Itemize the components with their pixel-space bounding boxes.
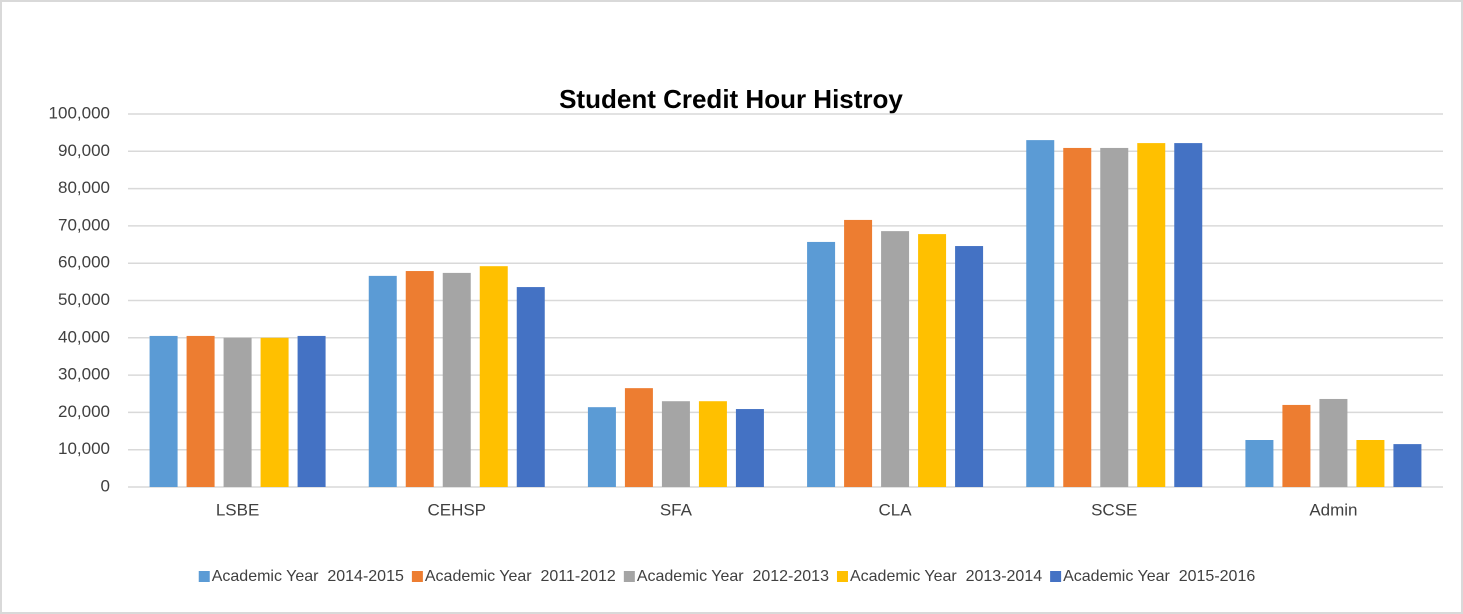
legend-swatch xyxy=(836,571,848,582)
legend-swatch xyxy=(411,571,423,582)
bar xyxy=(297,335,326,487)
bar xyxy=(479,266,508,487)
bar xyxy=(1356,440,1385,487)
bar xyxy=(1063,147,1092,487)
y-tick-label: 70,000 xyxy=(58,215,110,234)
y-tick-label: 30,000 xyxy=(58,365,110,384)
y-tick-label: 100,000 xyxy=(49,103,110,122)
bar xyxy=(918,234,947,487)
bar xyxy=(368,275,397,487)
y-tick-label: 0 xyxy=(101,476,110,495)
legend-label: Academic Year 2014-2015 xyxy=(212,568,404,585)
x-tick-label: SCSE xyxy=(1091,500,1137,519)
x-tick-label: CLA xyxy=(879,500,913,519)
bar xyxy=(698,401,727,487)
bar xyxy=(1393,444,1422,487)
bar xyxy=(186,335,215,487)
x-tick-label: CEHSP xyxy=(427,500,486,519)
bar xyxy=(1026,140,1055,488)
y-tick-label: 10,000 xyxy=(58,439,110,458)
chart-title: Student Credit Hour Histroy xyxy=(559,84,903,114)
bar xyxy=(1137,143,1166,487)
y-tick-label: 40,000 xyxy=(58,327,110,346)
legend-swatch xyxy=(623,571,635,582)
bar xyxy=(624,388,653,487)
legend-swatch xyxy=(1050,571,1062,582)
bar xyxy=(516,287,545,487)
bar xyxy=(661,401,690,487)
y-tick-label: 60,000 xyxy=(58,253,110,272)
bar xyxy=(405,271,434,487)
legend-label: Academic Year 2013-2014 xyxy=(850,568,1042,585)
legend-label: Academic Year 2012-2013 xyxy=(637,568,829,585)
y-tick-label: 50,000 xyxy=(58,290,110,309)
legend-label: Academic Year 2011-2012 xyxy=(425,568,616,585)
bar xyxy=(955,246,984,487)
x-tick-label: Admin xyxy=(1309,500,1357,519)
bar xyxy=(1282,404,1311,487)
x-tick-label: SFA xyxy=(660,500,693,519)
bar xyxy=(587,407,616,487)
bar xyxy=(844,219,873,487)
y-tick-label: 80,000 xyxy=(58,178,110,197)
y-tick-label: 90,000 xyxy=(58,141,110,160)
x-tick-label: LSBE xyxy=(216,500,259,519)
bar xyxy=(442,272,471,487)
bar xyxy=(223,337,252,487)
bar xyxy=(1174,143,1203,487)
y-tick-label: 20,000 xyxy=(58,402,110,421)
legend-label: Academic Year 2015-2016 xyxy=(1063,568,1255,585)
bar xyxy=(1100,147,1129,487)
bar xyxy=(735,409,764,487)
bar xyxy=(807,241,836,487)
bar xyxy=(1319,398,1348,487)
bar xyxy=(260,337,289,487)
bar xyxy=(149,335,178,487)
legend-swatch xyxy=(198,571,210,582)
bar xyxy=(881,231,910,487)
bar xyxy=(1245,440,1274,487)
